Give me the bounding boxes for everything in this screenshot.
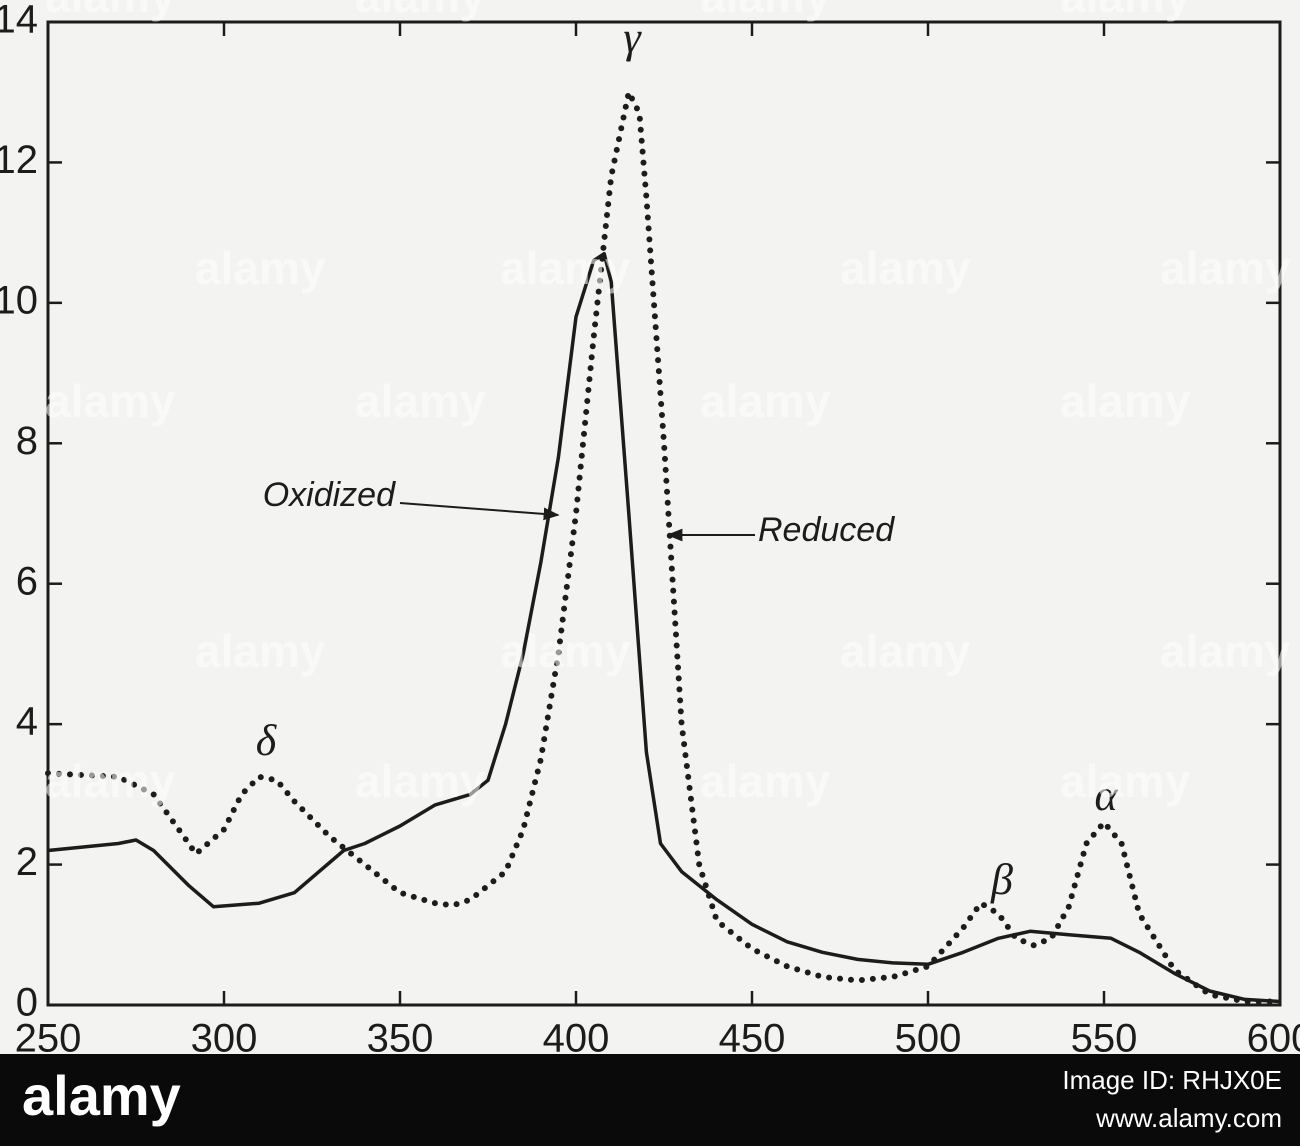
y-tick-label: 2: [16, 840, 38, 884]
y-tick-label: 4: [16, 700, 38, 744]
x-tick-label: 250: [15, 1017, 82, 1061]
band-annotation: α: [1094, 771, 1118, 820]
y-tick-label: 10: [0, 278, 38, 322]
y-tick-label: 0: [16, 981, 38, 1025]
band-annotation: γ: [623, 13, 642, 62]
watermark: alamy: [700, 375, 831, 427]
footer-image-id: Image ID: RHJX0E: [1062, 1065, 1282, 1095]
watermark: alamy: [1160, 625, 1291, 677]
watermark: alamy: [195, 625, 326, 677]
x-tick-label: 450: [719, 1017, 786, 1061]
x-tick-label: 600: [1247, 1017, 1300, 1061]
plot-frame: [46, 20, 1282, 1007]
watermark: alamy: [700, 0, 831, 22]
watermark: alamy: [1160, 242, 1291, 294]
watermark: alamy: [195, 242, 326, 294]
x-tick-label: 350: [367, 1017, 434, 1061]
series-label: Reduced: [758, 511, 895, 549]
watermark: alamy: [840, 242, 971, 294]
label-arrow: [399, 502, 560, 521]
watermark: alamy: [1060, 375, 1191, 427]
y-tick-label: 8: [16, 419, 38, 463]
watermark: alamy: [355, 0, 486, 22]
watermark: alamy: [1060, 755, 1191, 807]
y-tick-label: 6: [16, 559, 38, 603]
x-tick-label: 400: [543, 1017, 610, 1061]
footer-band: [0, 1054, 1300, 1146]
watermark: alamy: [45, 375, 176, 427]
watermark: alamy: [500, 625, 631, 677]
watermark: alamy: [1060, 0, 1191, 22]
watermark: alamy: [45, 0, 176, 22]
x-tick-label: 550: [1071, 1017, 1138, 1061]
band-annotation: β: [990, 855, 1013, 904]
x-tick-label: 500: [895, 1017, 962, 1061]
series-label: Oxidized: [263, 476, 396, 514]
watermark: alamy: [45, 755, 176, 807]
watermark: alamy: [840, 625, 971, 677]
footer-url: www.alamy.com: [1095, 1103, 1282, 1133]
watermark: alamy: [355, 755, 486, 807]
series-line: [45, 89, 1283, 1005]
x-tick-label: 300: [191, 1017, 258, 1061]
watermark: alamy: [700, 755, 831, 807]
watermark: alamy: [355, 375, 486, 427]
band-annotation: δ: [256, 716, 278, 765]
y-tick-label: 12: [0, 138, 38, 182]
y-tick-label: 14: [0, 0, 38, 42]
watermark: alamy: [500, 242, 631, 294]
series-line: [47, 251, 1281, 1004]
footer-logo: alamy: [22, 1064, 181, 1127]
